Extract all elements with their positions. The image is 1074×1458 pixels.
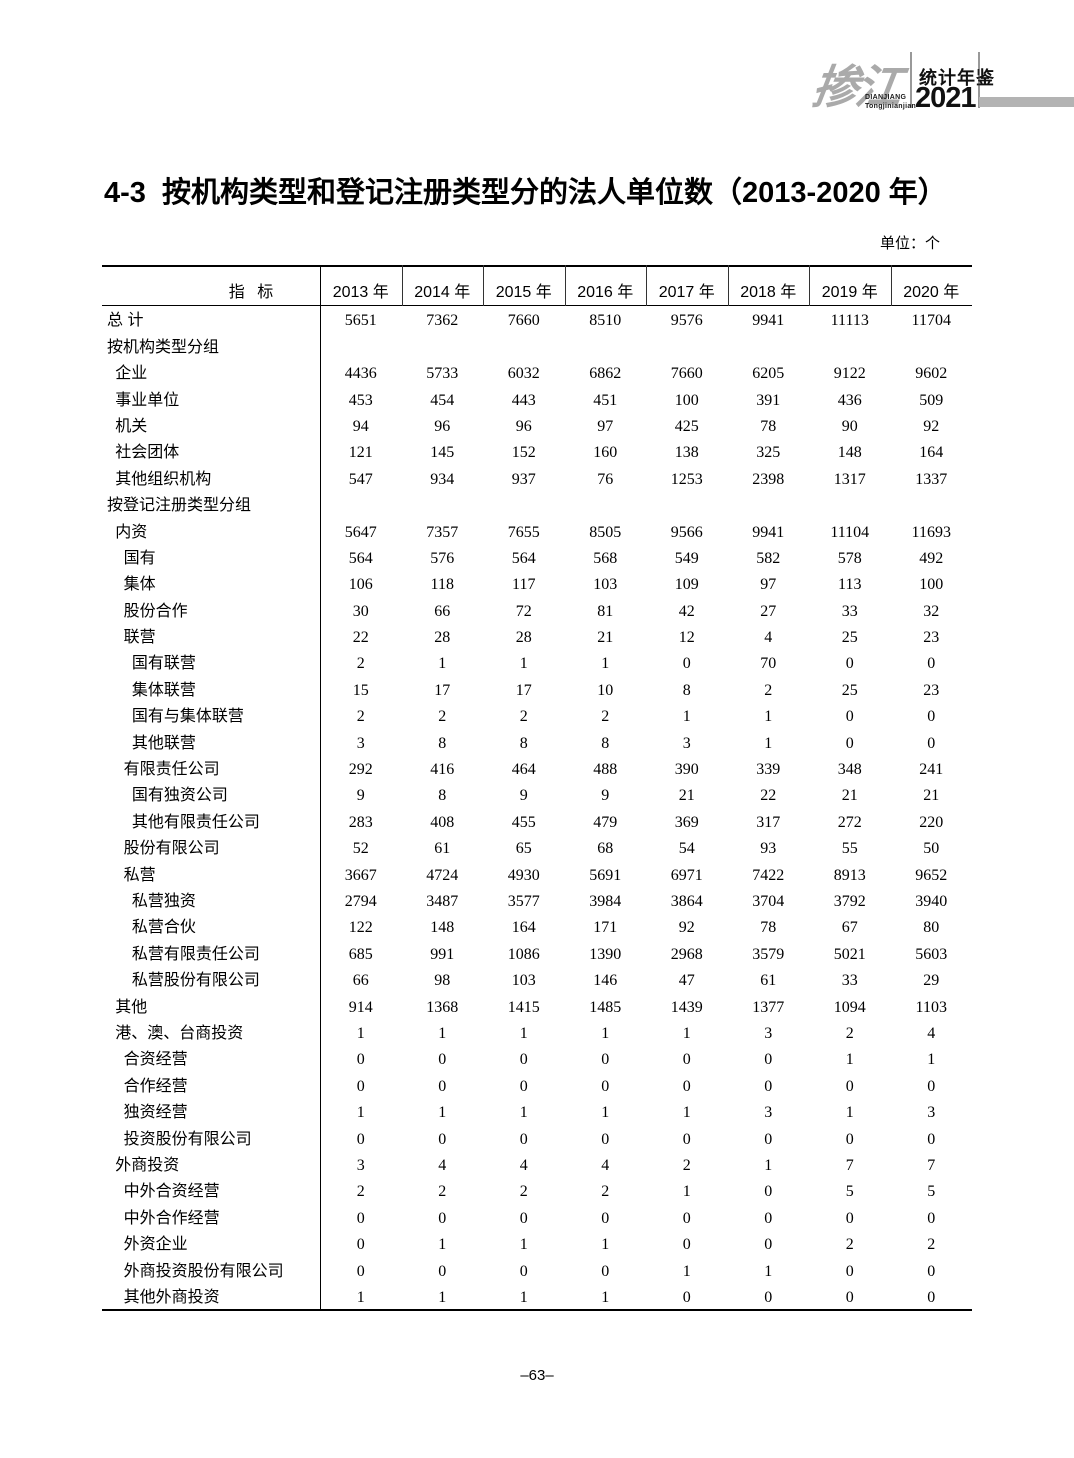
- svg-text:DIANJIANG: DIANJIANG: [865, 94, 906, 101]
- svg-text:Tongjinianjian: Tongjinianjian: [865, 103, 916, 110]
- svg-text:2021: 2021: [915, 82, 976, 114]
